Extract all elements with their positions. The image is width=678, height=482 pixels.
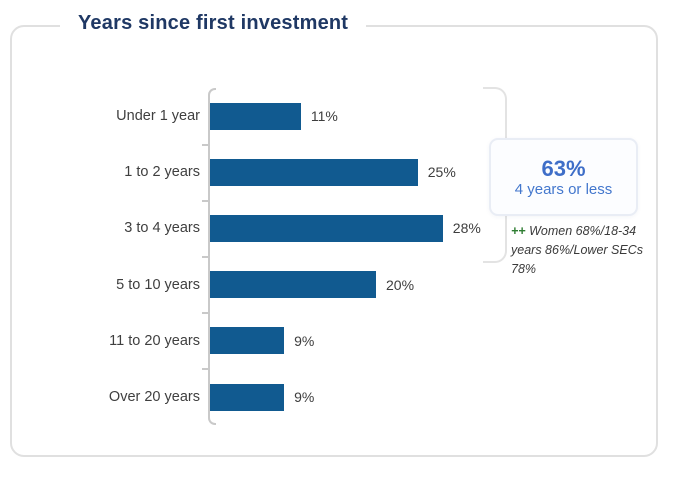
axis-tick xyxy=(202,255,209,258)
callout-headline: 63% xyxy=(541,155,586,181)
value-label: 20% xyxy=(386,276,415,293)
callout-box: 63% 4 years or less xyxy=(489,138,638,216)
chart-row: 1 to 2 years 25% xyxy=(12,144,482,200)
value-label: 9% xyxy=(294,332,315,349)
axis-tick xyxy=(202,367,209,370)
annotation-text: Women 68%/18-34 years 86%/Lower SECs 78% xyxy=(511,224,644,276)
axis-tick xyxy=(202,143,209,146)
chart-title: Years since first investment xyxy=(60,12,367,35)
callout-subline: 4 years or less xyxy=(514,181,613,199)
chart-rows: Under 1 year 11% 1 to 2 years 25% 3 to 4 yea… xyxy=(12,88,482,425)
value-label: 28% xyxy=(452,220,481,237)
category-label: Over 20 years xyxy=(108,389,200,406)
bar xyxy=(209,102,301,130)
bar xyxy=(209,383,285,411)
bar xyxy=(209,327,285,355)
annotation-plus-marker: ++ xyxy=(511,224,526,238)
value-label: 11% xyxy=(310,108,338,125)
category-label: 11 to 20 years xyxy=(109,332,200,349)
chart-row: Under 1 year 11% xyxy=(12,88,482,144)
chart-row: 3 to 4 years 28% xyxy=(12,200,482,256)
category-label: 5 to 10 years xyxy=(116,276,200,293)
axis-tick xyxy=(202,199,209,202)
category-label: 3 to 4 years xyxy=(124,220,200,237)
bar xyxy=(209,158,418,186)
chart-row: 11 to 20 years 9% xyxy=(12,313,482,369)
value-label: 9% xyxy=(294,389,315,406)
chart-row: 5 to 10 years 20% xyxy=(12,257,482,313)
chart-row: Over 20 years 9% xyxy=(12,369,482,425)
axis-tick xyxy=(202,311,209,314)
category-label: Under 1 year xyxy=(116,108,200,125)
subgroup-annotation: ++ Women 68%/18-34 years 86%/Lower SECs … xyxy=(511,222,669,278)
bar xyxy=(209,214,443,242)
category-axis-line xyxy=(208,88,216,425)
bar xyxy=(209,271,376,299)
category-label: 1 to 2 years xyxy=(124,164,200,181)
value-label: 25% xyxy=(427,164,456,181)
